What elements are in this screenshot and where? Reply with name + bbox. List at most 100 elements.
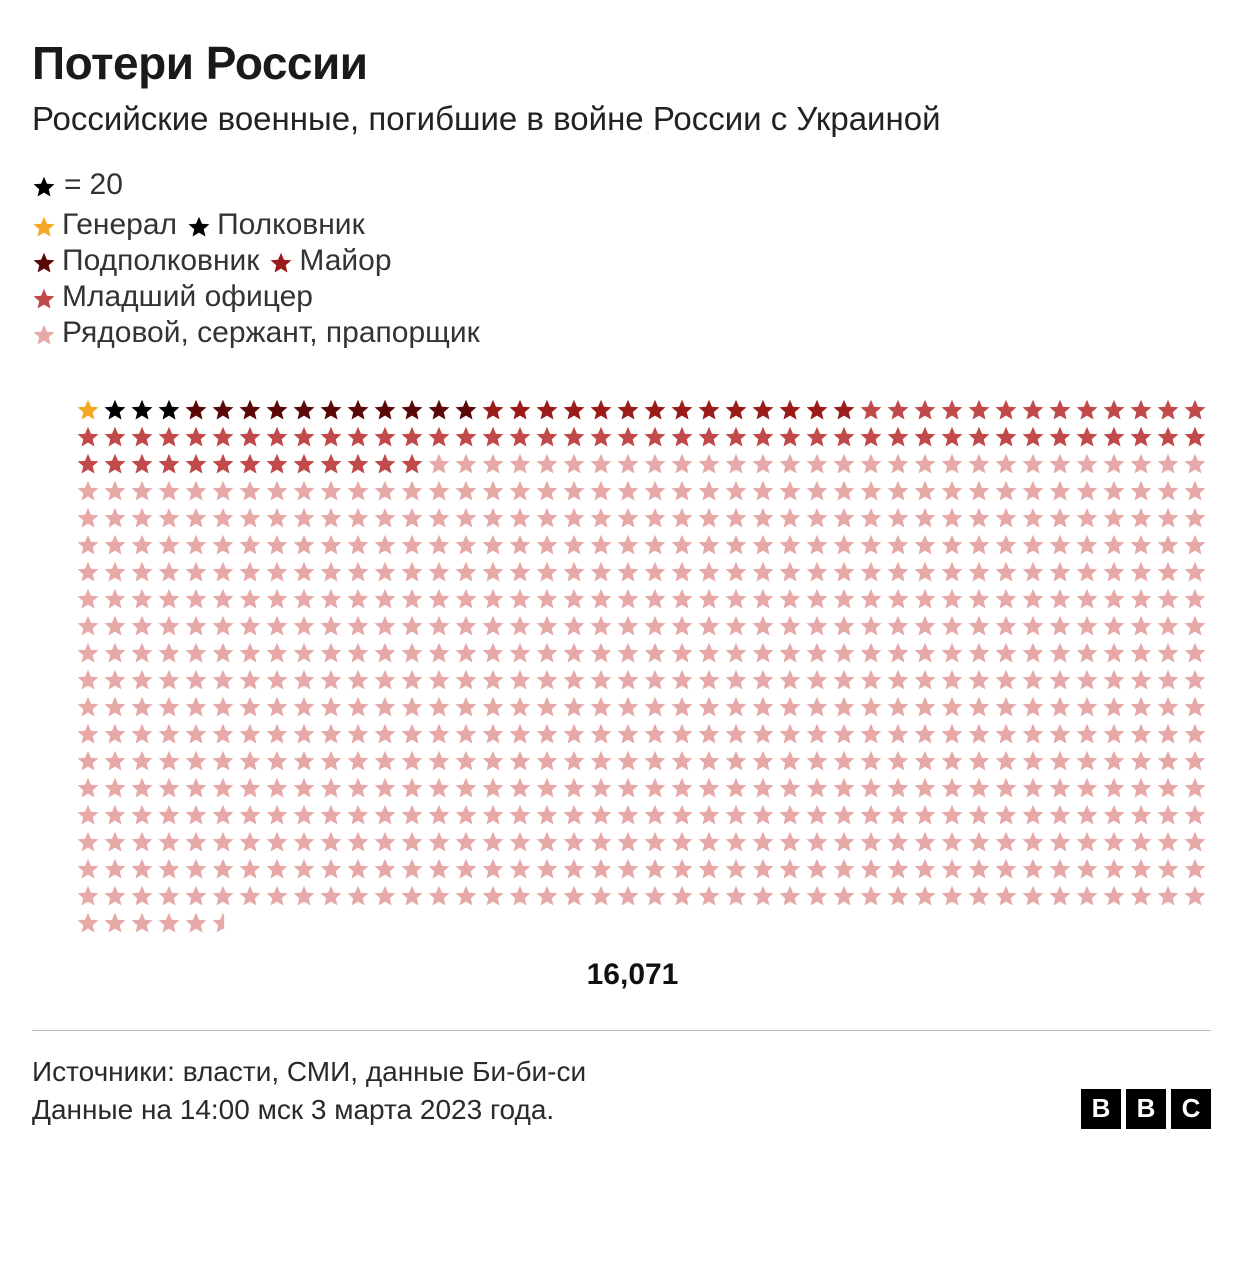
pictogram-star	[101, 477, 128, 504]
pictogram-star	[263, 693, 290, 720]
pictogram-star	[668, 612, 695, 639]
pictogram-star	[182, 693, 209, 720]
pictogram-star	[857, 477, 884, 504]
pictogram-star	[1100, 450, 1127, 477]
pictogram-star	[884, 612, 911, 639]
pictogram-star	[830, 639, 857, 666]
pictogram-star	[911, 693, 938, 720]
pictogram-star	[1100, 855, 1127, 882]
pictogram-star	[506, 585, 533, 612]
pictogram-star	[749, 774, 776, 801]
pictogram-star	[1154, 531, 1181, 558]
pictogram-star	[749, 423, 776, 450]
pictogram-star	[992, 396, 1019, 423]
star-icon	[32, 213, 56, 237]
pictogram-star	[1046, 720, 1073, 747]
pictogram-star	[1046, 558, 1073, 585]
pictogram-star	[1019, 747, 1046, 774]
pictogram-star	[182, 531, 209, 558]
pictogram-star	[614, 639, 641, 666]
pictogram-star	[587, 639, 614, 666]
pictogram-star	[857, 666, 884, 693]
pictogram-star	[506, 558, 533, 585]
pictogram-star	[614, 801, 641, 828]
pictogram-star	[992, 504, 1019, 531]
pictogram-star	[101, 693, 128, 720]
pictogram-star	[398, 801, 425, 828]
bbc-logo: BBC	[1081, 1089, 1211, 1129]
pictogram-star	[74, 801, 101, 828]
pictogram-star	[587, 423, 614, 450]
pictogram-star	[290, 828, 317, 855]
pictogram-star	[155, 774, 182, 801]
pictogram-star	[560, 828, 587, 855]
pictogram-star	[533, 828, 560, 855]
pictogram-star	[803, 801, 830, 828]
pictogram-star	[749, 666, 776, 693]
pictogram-star	[236, 423, 263, 450]
pictogram-star	[155, 639, 182, 666]
pictogram-star	[371, 666, 398, 693]
pictogram-star	[722, 828, 749, 855]
pictogram-star	[560, 774, 587, 801]
pictogram-star	[911, 801, 938, 828]
pictogram-star	[803, 747, 830, 774]
pictogram-star	[1046, 774, 1073, 801]
pictogram-star	[101, 720, 128, 747]
pictogram-star	[614, 720, 641, 747]
pictogram-star	[911, 396, 938, 423]
pictogram-star	[1127, 531, 1154, 558]
pictogram-star	[479, 504, 506, 531]
pictogram-star	[965, 801, 992, 828]
pictogram-star	[1073, 612, 1100, 639]
pictogram-star	[182, 396, 209, 423]
pictogram-star	[263, 639, 290, 666]
pictogram-star	[992, 423, 1019, 450]
pictogram-star	[452, 558, 479, 585]
pictogram-star	[290, 747, 317, 774]
pictogram-star	[722, 612, 749, 639]
pictogram-star	[1073, 666, 1100, 693]
pictogram-star	[344, 747, 371, 774]
pictogram-star	[344, 423, 371, 450]
pictogram-star	[884, 396, 911, 423]
pictogram-star	[74, 450, 101, 477]
pictogram-star	[1154, 450, 1181, 477]
pictogram-star	[587, 855, 614, 882]
pictogram-star	[290, 666, 317, 693]
pictogram-star	[452, 693, 479, 720]
pictogram-star	[587, 504, 614, 531]
pictogram-star	[1127, 639, 1154, 666]
pictogram-star	[236, 720, 263, 747]
pictogram-star	[371, 423, 398, 450]
pictogram-star	[317, 558, 344, 585]
pictogram-star	[317, 693, 344, 720]
pictogram-star	[695, 720, 722, 747]
pictogram-star	[263, 531, 290, 558]
pictogram-star	[1127, 720, 1154, 747]
pictogram-star	[101, 828, 128, 855]
pictogram-star	[776, 720, 803, 747]
pictogram-star	[506, 531, 533, 558]
pictogram-star	[209, 450, 236, 477]
pictogram-star	[398, 693, 425, 720]
pictogram-star	[641, 828, 668, 855]
pictogram-star	[182, 558, 209, 585]
pictogram-star	[803, 693, 830, 720]
pictogram-star	[668, 855, 695, 882]
pictogram-star	[1127, 477, 1154, 504]
pictogram-star	[1073, 504, 1100, 531]
pictogram-star	[560, 423, 587, 450]
pictogram-star	[668, 504, 695, 531]
pictogram-star	[209, 693, 236, 720]
star-icon	[32, 321, 56, 345]
pictogram-star	[425, 666, 452, 693]
pictogram-star	[884, 450, 911, 477]
pictogram-star	[830, 720, 857, 747]
pictogram-area: 16,071	[32, 396, 1211, 992]
pictogram-star	[560, 612, 587, 639]
pictogram-star	[1073, 882, 1100, 909]
pictogram-star	[722, 774, 749, 801]
pictogram-star	[452, 423, 479, 450]
legend-label: Подполковник	[62, 244, 259, 278]
